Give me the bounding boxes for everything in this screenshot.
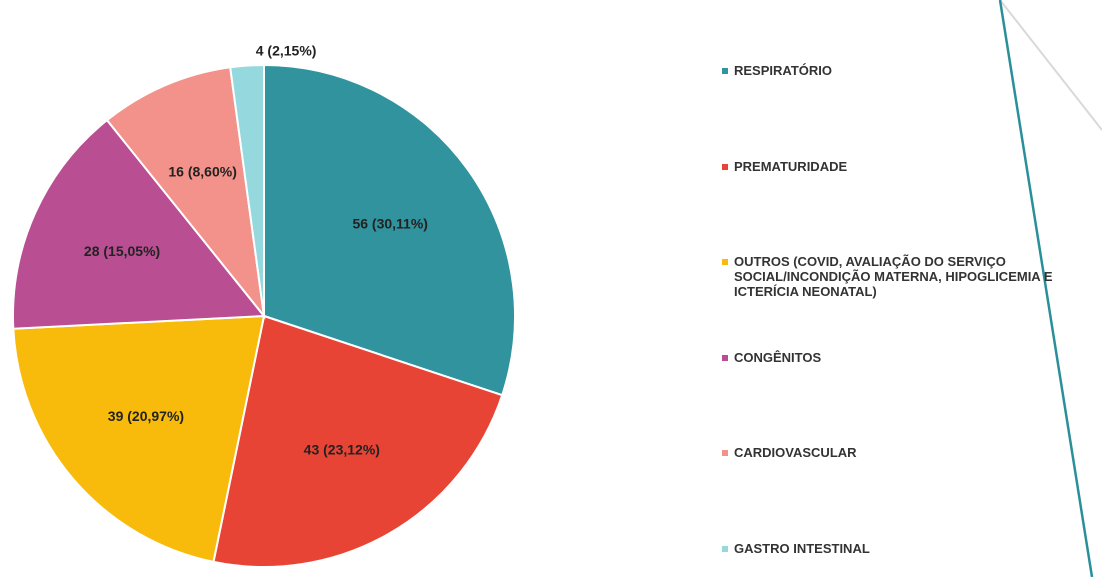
data-label: 56 (30,11%) [352, 216, 428, 232]
pie-slice [229, 63, 265, 317]
legend-swatch [722, 68, 728, 74]
legend-item: RESPIRATÓRIO [722, 63, 1094, 78]
legend-label: CARDIOVASCULAR [734, 445, 857, 460]
pie-slice [263, 63, 516, 397]
legend-item: GASTRO INTESTINAL [722, 541, 1094, 556]
legend-label: PREMATURIDADE [734, 158, 848, 174]
legend-item: CONGÊNITOS [722, 350, 1094, 365]
data-label: 28 (15,05%) [84, 243, 160, 259]
legend-swatch [722, 354, 728, 361]
legend-swatch [722, 450, 728, 456]
legend-item: CARDIOVASCULAR [722, 445, 1094, 460]
legend-label: CONGÊNITOS [734, 349, 822, 365]
legend-item: OUTROS (COVID, AVALIAÇÃO DO SERVIÇO SOCI… [722, 254, 1094, 299]
decor-line [998, 0, 1094, 577]
data-label: 16 (8,60%) [168, 164, 236, 180]
pie-slice [212, 314, 504, 568]
data-label: 39 (20,97%) [108, 408, 184, 424]
pie-slice [105, 66, 266, 320]
legend-label: RESPIRATÓRIO [734, 63, 832, 78]
data-label: 4 (2,15%) [256, 42, 317, 58]
decor-line [999, 0, 1102, 131]
pie-slice [12, 314, 266, 564]
legend-swatch [722, 545, 728, 552]
pie-slice [12, 118, 267, 330]
data-label: 43 (23,12%) [304, 441, 380, 457]
legend-item: PREMATURIDADE [722, 159, 1094, 174]
legend-swatch [722, 259, 728, 265]
legend-swatch [722, 163, 728, 170]
legend-label: GASTRO INTESTINAL [734, 540, 870, 556]
legend-label: OUTROS (COVID, AVALIAÇÃO DO SERVIÇO SOCI… [734, 254, 1053, 299]
